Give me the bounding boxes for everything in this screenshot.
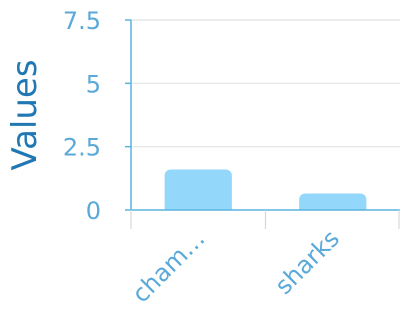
bar [164, 169, 232, 210]
bar-base [299, 204, 367, 210]
grid-lines [131, 19, 400, 148]
bars [164, 169, 367, 210]
y-tick-label: 2.5 [63, 134, 101, 162]
y-tick-labels: 0 2.5 5 7.5 [63, 7, 101, 225]
y-tick-label: 0 [86, 197, 101, 225]
y-tick-label: 7.5 [63, 7, 101, 35]
x-tick-label: cham… [127, 224, 211, 308]
bar-base [164, 204, 232, 210]
y-axis-label: Values [5, 59, 45, 170]
y-tick-label: 5 [86, 70, 101, 98]
x-tick-label: sharks [270, 224, 345, 299]
axes [125, 19, 400, 229]
x-tick-labels: cham… sharks [127, 224, 345, 308]
